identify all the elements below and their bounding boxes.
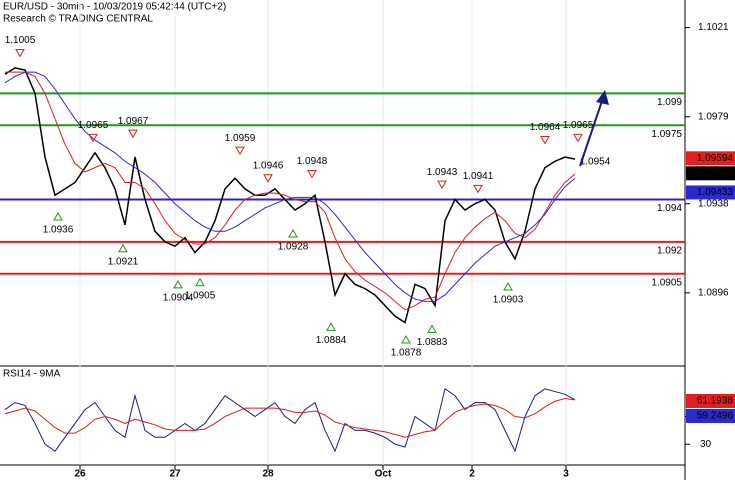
low-label: 1.0936 [43,225,74,236]
rsi-title: RSI14 - 9MA [3,369,61,380]
low-label: 1.0928 [278,242,309,253]
level-label: 1.0975 [651,129,682,140]
high-marker [263,174,273,183]
high-label: 1.0964 [530,122,561,133]
level-label: 1.099 [657,97,682,108]
low-marker [401,335,411,344]
x-tick-label: Oct [375,469,392,480]
rsi-badge [686,393,735,408]
high-label: 1.0943 [427,167,458,178]
price-badge [686,166,735,181]
high-label: 1.0941 [463,171,494,182]
low-label: 1.0921 [108,256,139,267]
rsi-line [4,397,576,438]
high-label: 1.0948 [297,156,328,167]
x-tick-label: 26 [74,469,86,480]
low-label: 1.0904 [163,293,194,304]
x-tick-label: 28 [262,469,274,480]
price-badge-label: 1.09433 [697,187,734,198]
low-marker [427,324,437,333]
high-label: 1.0965 [563,120,594,131]
high-marker [235,146,245,156]
low-marker [53,211,63,221]
rsi-badge-label: 61.1938 [697,396,734,407]
low-marker [326,322,336,331]
forecast-arrow [579,90,609,167]
low-marker [118,243,128,253]
rsi-badge-label: 59.2496 [697,411,734,422]
y-tick-label: 1.0896 [698,287,729,298]
low-label: 1.0905 [185,290,216,301]
low-marker [288,228,298,238]
level-note: 1.0954 [580,156,611,167]
price-badge [686,151,735,166]
rsi-line [4,387,576,453]
high-marker [88,133,98,143]
level-label: 1.094 [657,203,682,214]
price-line [5,71,576,311]
rsi-badge [686,408,735,423]
low-marker [173,279,183,289]
rsi-tick-label: 30 [700,439,712,450]
low-label: 1.0884 [316,335,347,346]
low-marker [195,277,205,287]
low-marker [503,281,513,291]
high-marker [15,49,25,58]
price-badge [686,185,735,200]
arrow-shaft [579,100,603,167]
high-label: 1.0965 [78,120,109,131]
chart-subtitle: Research © TRADING CENTRAL [3,14,153,25]
high-label: 1.0967 [118,116,149,127]
y-tick-label: 1.0938 [698,198,729,209]
price-badge-label: 1.09594 [697,153,734,164]
low-label: 1.0883 [417,337,448,348]
price-line [4,71,576,302]
level-label: 1.092 [657,246,682,257]
arrow-head [596,90,609,105]
high-label: 1.1005 [5,35,36,46]
y-tick-label: 1.1021 [698,22,729,33]
high-label: 1.0959 [225,133,256,144]
level-label: 1.0905 [651,277,682,288]
high-marker [307,170,317,179]
x-tick-label: 27 [169,469,181,480]
x-tick-label: 2 [469,469,475,480]
y-tick-label: 1.0979 [698,111,729,122]
low-label: 1.0903 [493,295,524,306]
low-label: 1.0878 [391,348,422,359]
price-badge-label: 1.09591 [697,168,734,179]
high-marker [540,136,550,145]
chart-title: EUR/USD - 30min - 10/03/2019 05:42:44 (U… [3,2,226,13]
high-marker [128,129,138,139]
x-tick-label: 3 [563,469,569,480]
high-label: 1.0946 [253,160,284,171]
high-marker [437,180,447,190]
high-marker [573,133,583,143]
high-marker [473,184,483,194]
price-line [4,67,576,324]
